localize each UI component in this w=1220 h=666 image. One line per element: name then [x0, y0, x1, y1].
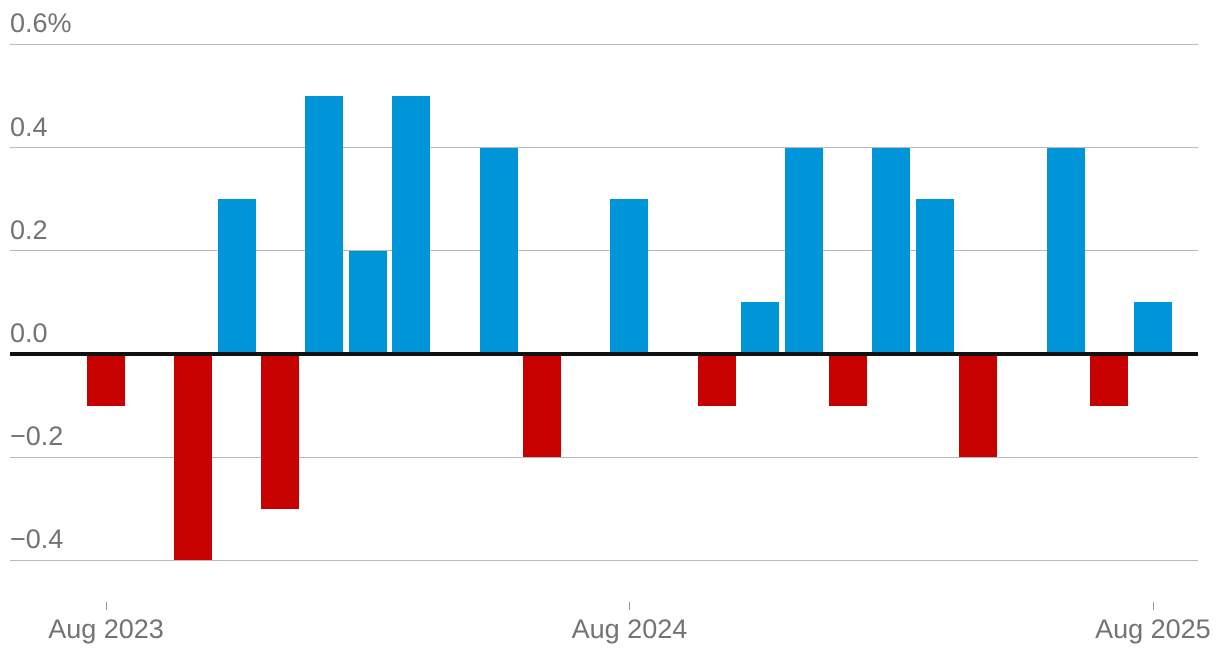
y-axis-label: 0.0 — [10, 318, 48, 348]
zero-baseline — [10, 352, 1198, 356]
positive-bar — [217, 199, 256, 354]
y-gridline — [10, 147, 1198, 149]
y-axis-label: 0.2 — [10, 214, 48, 245]
y-gridline — [10, 250, 1198, 252]
positive-bar — [348, 250, 387, 354]
positive-bar — [872, 147, 911, 354]
y-gridline — [10, 456, 1198, 458]
positive-bar — [1046, 147, 1085, 354]
negative-bar — [828, 354, 867, 406]
positive-bar — [915, 199, 954, 354]
positive-bar — [610, 199, 649, 354]
x-axis-label: Aug 2023 — [48, 614, 164, 644]
positive-bar — [741, 302, 780, 354]
x-axis-tick — [629, 602, 631, 610]
negative-bar — [87, 354, 125, 406]
y-axis-label: 0.4 — [10, 111, 48, 142]
y-axis-label: −0.4 — [10, 524, 64, 555]
y-axis-label: −0.2 — [10, 421, 64, 452]
x-axis-tick — [1152, 602, 1154, 610]
negative-bar — [959, 354, 998, 458]
negative-bar — [174, 354, 213, 561]
y-gridline — [10, 43, 1198, 45]
positive-bar — [1133, 302, 1172, 354]
y-gridline — [10, 559, 1198, 561]
negative-bar — [1090, 354, 1129, 406]
positive-bar — [305, 96, 344, 354]
y-axis-label: 0.6% — [10, 8, 72, 39]
negative-bar — [697, 354, 736, 406]
positive-bar — [479, 147, 518, 354]
negative-bar — [261, 354, 300, 509]
positive-bar — [392, 96, 431, 354]
positive-bar — [784, 147, 823, 354]
x-axis-label: Aug 2024 — [571, 614, 688, 644]
x-axis-tick — [106, 602, 107, 610]
negative-bar — [523, 354, 562, 458]
x-axis-label: Aug 2025 — [1095, 614, 1211, 644]
